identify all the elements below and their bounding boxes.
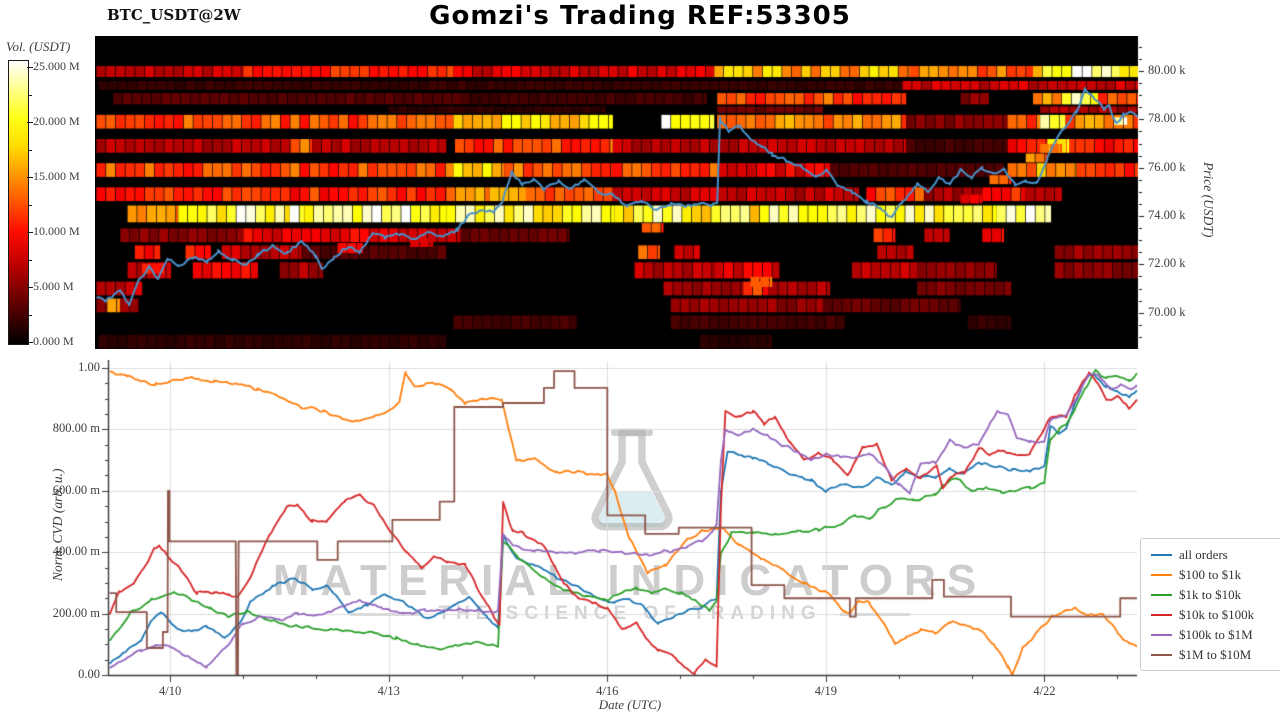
price-tick-label: 72.00 k xyxy=(1148,256,1186,271)
colorbar-tick-label: 15.000 M xyxy=(33,169,80,183)
legend-label: all orders xyxy=(1179,547,1228,562)
legend-item: $100 to $1k xyxy=(1151,565,1280,585)
colorbar-minor-tick xyxy=(29,314,32,316)
colorbar-minor-tick xyxy=(29,149,32,151)
price-tick-label: 74.00 k xyxy=(1148,208,1186,223)
colorbar-tick-label: 5.000 M xyxy=(33,279,74,293)
colorbar-tick-label: 0.000 M xyxy=(33,334,74,348)
date-axis-title: Date (UTC) xyxy=(598,697,662,712)
date-tick-label: 4/13 xyxy=(377,684,400,698)
cvd-axis-title: Norm. CVD (arb. u.) xyxy=(50,468,65,582)
colorbar-minor-tick xyxy=(29,204,32,206)
legend-label: $1k to $10k xyxy=(1179,587,1242,602)
price-volume-heatmap[interactable] xyxy=(95,36,1150,349)
legend-label: $100k to $1M xyxy=(1179,627,1253,642)
cvd-tick-label: 200.00 m xyxy=(52,605,100,620)
colorbar-tick-label: 20.000 M xyxy=(33,114,80,128)
colorbar-tick xyxy=(27,287,33,288)
legend-label: $100 to $1k xyxy=(1179,567,1242,582)
legend-line-swatch xyxy=(1151,653,1172,657)
colorbar-tick xyxy=(27,232,33,233)
colorbar-tick-label: 25.000 M xyxy=(33,59,80,73)
cvd-tick-label: 400.00 m xyxy=(52,544,100,559)
price-axis-title: Price (USDT) xyxy=(1201,162,1216,238)
cvd-tick-label: 1.00 xyxy=(78,360,100,374)
legend-label: $1M to $10M xyxy=(1179,647,1252,662)
symbol-timeframe-label: BTC_USDT@2W xyxy=(107,6,241,24)
price-tick-label: 70.00 k xyxy=(1148,304,1186,319)
legend-item: $10k to $100k xyxy=(1151,605,1280,625)
date-tick-label: 4/16 xyxy=(596,684,619,698)
date-tick-label: 4/19 xyxy=(814,684,837,698)
colorbar-tick xyxy=(27,342,33,343)
price-tick-label: 80.00 k xyxy=(1148,63,1186,78)
legend-line-swatch xyxy=(1151,613,1172,617)
cvd-line-chart[interactable] xyxy=(90,355,1150,705)
cvd-tick-label: 0.00 xyxy=(78,667,100,681)
colorbar-tick-label: 10.000 M xyxy=(33,224,80,238)
page-title: Gomzi's Trading REF:53305 xyxy=(429,1,851,31)
legend-item: $1k to $10k xyxy=(1151,585,1280,605)
price-tick-label: 76.00 k xyxy=(1148,159,1186,174)
price-tick-label: 78.00 k xyxy=(1148,111,1186,126)
legend-item: all orders xyxy=(1151,545,1280,565)
cvd-tick-label: 800.00 m xyxy=(52,421,100,436)
colorbar-tick xyxy=(27,67,33,68)
colorbar-minor-tick xyxy=(29,94,32,96)
colorbar-tick xyxy=(27,122,33,123)
legend: all orders $100 to $1k $1k to $10k $10k to … xyxy=(1140,538,1280,671)
legend-line-swatch xyxy=(1151,633,1172,637)
colorbar-tick xyxy=(27,177,33,178)
volume-colorbar xyxy=(8,60,29,345)
legend-line-swatch xyxy=(1151,593,1172,597)
legend-line-swatch xyxy=(1151,573,1172,577)
legend-line-swatch xyxy=(1151,553,1172,557)
date-tick-label: 4/10 xyxy=(159,684,182,698)
legend-label: $10k to $100k xyxy=(1179,607,1255,622)
colorbar-minor-tick xyxy=(29,259,32,261)
legend-item: $1M to $10M xyxy=(1151,645,1280,665)
legend-item: $100k to $1M xyxy=(1151,625,1280,645)
cvd-tick-label: 600.00 m xyxy=(52,482,100,497)
colorbar-title: Vol. (USDT) xyxy=(6,39,71,54)
date-tick-label: 4/22 xyxy=(1033,684,1056,698)
